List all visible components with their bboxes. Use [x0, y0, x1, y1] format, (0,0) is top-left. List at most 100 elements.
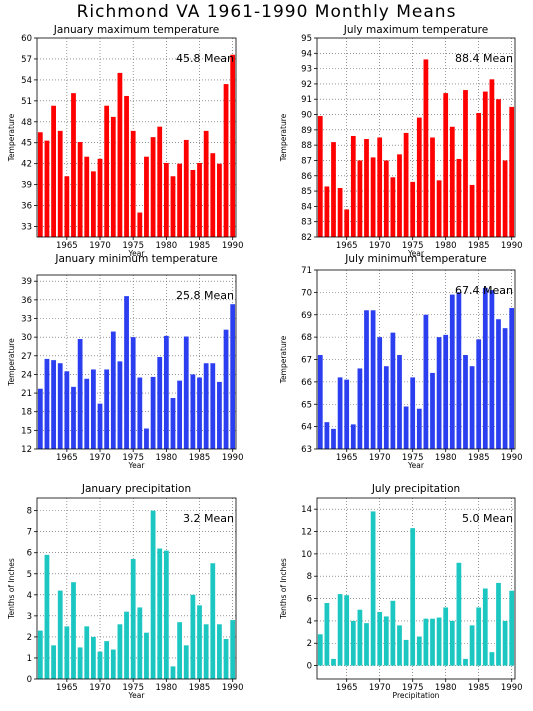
- bar: [203, 363, 209, 449]
- bar: [317, 355, 323, 449]
- bar: [117, 624, 123, 679]
- y-tick-label: 33: [21, 315, 32, 325]
- bar-series: [317, 511, 515, 666]
- bar: [377, 337, 383, 450]
- bar: [110, 116, 116, 237]
- x-tick-label: 1975: [122, 241, 144, 251]
- bar: [337, 594, 343, 666]
- bar: [502, 328, 508, 449]
- bar: [110, 331, 116, 449]
- x-tick-label: 1965: [56, 241, 78, 251]
- y-tick-label: 6: [307, 595, 312, 605]
- bar: [443, 334, 449, 449]
- bar: [430, 618, 435, 666]
- bar: [403, 406, 409, 449]
- bar: [430, 137, 435, 237]
- bar: [57, 363, 63, 449]
- bar: [357, 368, 363, 449]
- x-tick-label: 1990: [501, 453, 523, 463]
- chart-july-maximum-temperature: July maximum temperature 82 83 84 85 86 87 88 89…: [279, 24, 523, 258]
- page-title: Richmond VA 1961-1990 Monthly Means: [76, 2, 457, 22]
- bar: [44, 140, 50, 237]
- plot-area: [37, 275, 236, 449]
- y-tick-label: 65: [301, 400, 312, 410]
- bar: [331, 658, 336, 666]
- bar: [64, 176, 70, 237]
- y-tick-label: 39: [21, 181, 32, 191]
- y-tick-label: 36: [21, 296, 32, 306]
- y-tick-label: 87: [301, 156, 312, 166]
- y-tick-label: 6: [27, 549, 32, 559]
- x-tick-label: 1975: [122, 453, 144, 463]
- plot-area: [37, 38, 236, 237]
- bar: [157, 548, 163, 679]
- y-axis-label: Tenths of Inches: [279, 558, 288, 620]
- y-tick-label: 0: [307, 662, 312, 672]
- bar: [456, 158, 462, 237]
- bar: [71, 582, 76, 679]
- mean-annotation: 5.0 Mean: [462, 512, 513, 525]
- bar: [390, 600, 396, 666]
- bar: [117, 361, 123, 449]
- bar: [183, 139, 189, 237]
- x-tick-label: 1970: [89, 453, 111, 463]
- bar: [344, 595, 350, 666]
- bar: [183, 645, 189, 679]
- bar: [77, 647, 83, 679]
- bar: [463, 90, 468, 237]
- bar: [44, 358, 50, 449]
- bar: [163, 335, 169, 449]
- y-tick-label: 51: [21, 97, 32, 107]
- bar: [416, 408, 422, 449]
- bar: [350, 424, 356, 449]
- bar: [469, 366, 475, 449]
- y-tick-label: 60: [21, 34, 32, 44]
- bar: [144, 156, 149, 237]
- bar-series: [317, 287, 515, 450]
- y-tick-label: 12: [301, 528, 312, 538]
- bar: [317, 116, 323, 237]
- y-tick-label: 69: [301, 311, 312, 321]
- bar-series: [317, 59, 515, 238]
- bar: [150, 510, 156, 679]
- bar: [403, 132, 409, 237]
- bar: [403, 639, 409, 666]
- bar: [163, 162, 169, 237]
- bar: [130, 559, 136, 679]
- bar: [37, 630, 43, 679]
- bar: [496, 319, 501, 449]
- bar: [150, 137, 156, 237]
- x-tick-label: 1965: [56, 453, 78, 463]
- y-tick-label: 8: [27, 507, 32, 517]
- x-tick-label: 1985: [189, 241, 211, 251]
- y-tick-label: 70: [301, 288, 312, 298]
- y-axis-label: Temperature: [7, 338, 16, 387]
- x-tick-label: 1965: [336, 453, 358, 463]
- bar: [364, 310, 369, 449]
- y-tick-label: 2: [307, 639, 312, 649]
- bar: [423, 618, 429, 666]
- y-tick-label: 33: [21, 223, 32, 233]
- bar: [71, 386, 76, 449]
- bar: [324, 422, 330, 449]
- x-tick-label: 1985: [189, 683, 211, 693]
- bar: [230, 54, 236, 238]
- chart-july-minimum-temperature: July minimum temperature 63 64 65 66 67 68 69 70…: [279, 253, 523, 470]
- x-tick-label: 1965: [56, 683, 78, 693]
- x-tick-label: 1985: [468, 241, 490, 251]
- bar: [443, 93, 449, 237]
- bar: [190, 374, 196, 449]
- bar: [170, 398, 176, 449]
- x-tick-label: 1990: [501, 683, 523, 693]
- bar: [482, 91, 488, 237]
- x-tick-label: 1990: [222, 241, 244, 251]
- bar: [117, 72, 123, 237]
- y-tick-label: 3: [27, 612, 32, 622]
- bar: [91, 369, 96, 449]
- y-tick-label: 45: [21, 139, 32, 149]
- bar: [51, 645, 56, 679]
- bar: [124, 611, 129, 679]
- x-axis-label: Year: [128, 691, 146, 700]
- x-axis-label: Year: [407, 249, 425, 258]
- bar: [509, 106, 515, 237]
